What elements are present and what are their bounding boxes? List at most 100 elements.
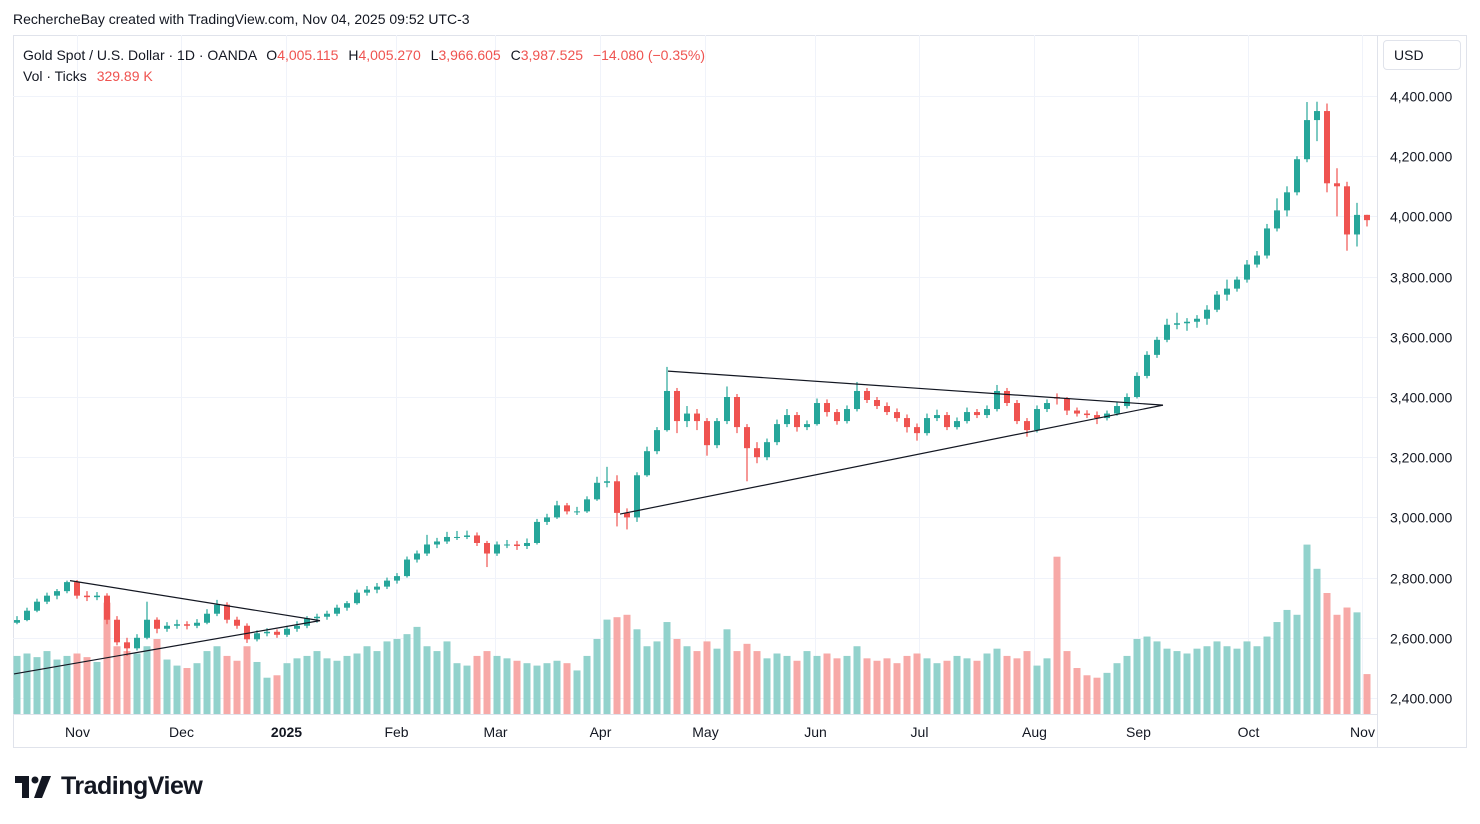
volume-bar	[73, 653, 81, 714]
candle-body	[564, 505, 570, 512]
volume-bar	[1013, 658, 1021, 714]
candle-body	[494, 544, 500, 554]
time-tick-label: Oct	[1238, 724, 1260, 740]
price-tick-label: 4,200.000	[1390, 149, 1452, 165]
price-tick-label: 4,000.000	[1390, 209, 1452, 225]
candle-body	[254, 633, 260, 640]
candle-body	[424, 544, 430, 554]
volume-bar	[513, 660, 521, 714]
candle-body	[104, 595, 110, 620]
currency-button[interactable]: USD	[1383, 40, 1461, 70]
candle-body	[1344, 186, 1350, 235]
candle-body	[1244, 264, 1250, 280]
volume-bar	[903, 655, 911, 714]
volume-bar	[1043, 658, 1051, 714]
candle-body	[984, 409, 990, 416]
volume-bar	[1213, 641, 1221, 714]
candle-body	[434, 541, 440, 545]
volume-bar	[723, 629, 731, 714]
volume-bar	[593, 638, 601, 714]
volume-bar	[343, 655, 351, 714]
candle-body	[374, 586, 380, 590]
tradingview-logo[interactable]: TradingView	[15, 772, 203, 801]
volume-bar	[313, 651, 321, 714]
volume-bar	[303, 655, 311, 714]
tradingview-logo-text: TradingView	[61, 772, 203, 800]
candle-body	[64, 582, 70, 592]
tradingview-logo-icon	[15, 775, 51, 798]
candle-body	[474, 535, 480, 543]
time-tick-label: Feb	[384, 724, 408, 740]
candle-body	[1264, 228, 1270, 256]
candle-body	[294, 625, 300, 629]
volume-label[interactable]: Vol · Ticks	[23, 68, 87, 84]
candle-body	[1014, 403, 1020, 422]
volume-bar	[143, 646, 151, 714]
candle-body	[714, 421, 720, 446]
candle-body	[894, 412, 900, 419]
candle-body	[264, 631, 270, 634]
volume-bar	[383, 641, 391, 714]
volume-bar	[433, 651, 441, 714]
candle-body	[944, 415, 950, 428]
trendlines	[13, 370, 1164, 675]
volume-bar	[263, 677, 271, 714]
close-label: C	[510, 47, 521, 63]
candle-body	[774, 424, 780, 443]
volume-bar	[1063, 651, 1071, 714]
volume-bar	[1193, 648, 1201, 714]
candle-body	[394, 576, 400, 581]
trendline	[619, 404, 1164, 515]
volume-bar	[563, 663, 571, 714]
volume-bar	[1253, 646, 1261, 714]
candle-body	[1234, 279, 1240, 289]
low-value: 3,966.605	[438, 47, 501, 63]
candle-body	[504, 544, 510, 546]
volume-bar	[983, 653, 991, 714]
volume-bar	[33, 657, 41, 714]
price-tick-label: 2,600.000	[1390, 631, 1452, 647]
volume-bar	[253, 661, 261, 714]
volume-bar	[643, 646, 651, 714]
volume-bar	[373, 651, 381, 714]
candle-body	[934, 415, 940, 419]
candle-body	[414, 553, 420, 560]
volume-bar	[733, 651, 741, 714]
candle-body	[1224, 288, 1230, 295]
volume-bar	[123, 651, 131, 714]
volume-bar	[443, 641, 451, 714]
candle-body	[924, 418, 930, 434]
volume-bar	[943, 660, 951, 714]
candle-body	[174, 624, 180, 626]
candle-body	[1024, 421, 1030, 431]
price-tick-label: 3,800.000	[1390, 270, 1452, 286]
time-axis[interactable]: Nov Dec 2025 Feb Mar Apr May Jun Jul Aug Sep Oct Nov	[65, 724, 1375, 740]
high-label: H	[348, 47, 359, 63]
volume-bar	[633, 629, 641, 714]
candle-body	[184, 624, 190, 626]
volume-bar	[323, 658, 331, 714]
volume-bar	[353, 653, 361, 714]
candle-body	[284, 628, 290, 635]
volume-bar	[83, 657, 91, 714]
candle-body	[1254, 255, 1260, 265]
volume-bar	[13, 655, 21, 714]
volume-bar	[23, 653, 31, 714]
volume-bar	[283, 663, 291, 714]
candle-body	[1134, 375, 1140, 397]
volume-bar	[1153, 641, 1161, 714]
volume-bar	[233, 660, 241, 714]
symbol-title[interactable]: Gold Spot / U.S. Dollar · 1D · OANDA	[23, 47, 257, 63]
candle-body	[594, 482, 600, 500]
volume-bar	[1303, 544, 1311, 714]
volume-bar	[113, 646, 121, 714]
candle-body	[234, 619, 240, 626]
price-axis[interactable]: 4,400.000 4,200.000 4,000.000 3,800.000 3,60…	[1390, 89, 1452, 707]
price-chart[interactable]: 4,400.000 4,200.000 4,000.000 3,800.000 3,60…	[13, 35, 1467, 748]
open-value: 4,005.115	[277, 47, 339, 63]
volume-bar	[423, 646, 431, 714]
volume-bar	[1223, 646, 1231, 714]
candle-body	[1334, 183, 1340, 187]
close-value: 3,987.525	[520, 47, 584, 63]
volume-bar	[63, 655, 71, 714]
